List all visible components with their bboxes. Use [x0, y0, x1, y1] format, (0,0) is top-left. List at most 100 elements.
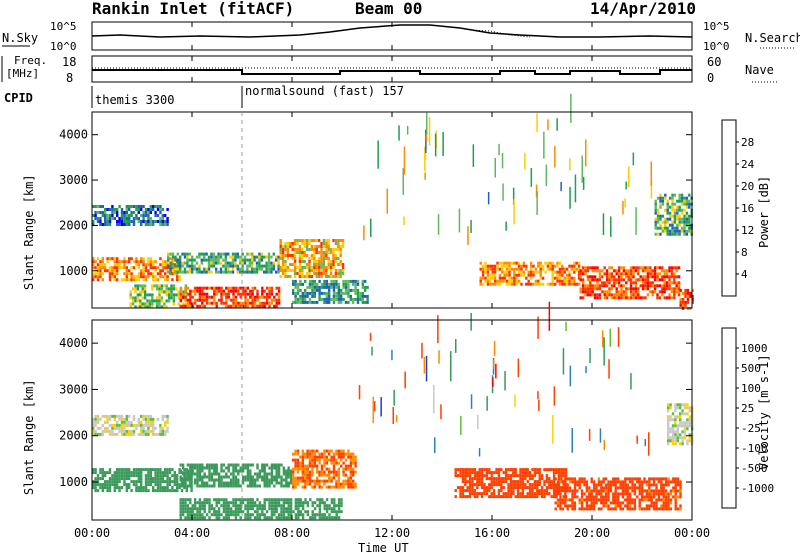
- heatmap-cell: [161, 486, 164, 490]
- heatmap-cell: [533, 468, 537, 472]
- heatmap-cell: [142, 278, 145, 282]
- heatmap-cell: [636, 477, 639, 481]
- heatmap-cell: [342, 297, 345, 301]
- heatmap-cell: [125, 272, 128, 276]
- heatmap-cell: [637, 290, 640, 294]
- heatmap-cell: [118, 220, 121, 223]
- heatmap-cell: [299, 476, 302, 480]
- heatmap-cell: [648, 480, 651, 484]
- heatmap-cell: [653, 287, 657, 291]
- heatmap-cell: [134, 296, 137, 300]
- heatmap-cell: [154, 269, 157, 273]
- heatmap-cell: [667, 498, 670, 502]
- heatmap-cell: [273, 478, 276, 482]
- heatmap-cell: [674, 403, 677, 407]
- heatmap-cell: [210, 478, 214, 482]
- heatmap-cell: [263, 295, 266, 299]
- heatmap-cell: [118, 486, 121, 490]
- heatmap-cell: [671, 433, 675, 437]
- heatmap-streak: [569, 186, 571, 209]
- heatmap-cell: [210, 252, 213, 256]
- heatmap-cell: [570, 279, 574, 283]
- heatmap-cell: [313, 513, 317, 517]
- heatmap-cell: [144, 432, 148, 436]
- heatmap-cell: [658, 290, 662, 294]
- heatmap-cell: [215, 289, 218, 293]
- heatmap-cell: [208, 484, 211, 488]
- heatmap-cell: [500, 477, 503, 481]
- heatmap-cell: [161, 426, 164, 430]
- heatmap-cell: [186, 469, 190, 473]
- heatmap-cell: [261, 469, 264, 473]
- heatmap-cell: [600, 495, 603, 499]
- heatmap-cell: [609, 486, 613, 490]
- heatmap-cell: [488, 486, 491, 490]
- heatmap-cell: [691, 297, 694, 301]
- heatmap-cell: [339, 260, 342, 263]
- heatmap-cell: [344, 458, 348, 462]
- heatmap-cell: [147, 432, 150, 436]
- heatmap-cell: [294, 467, 297, 471]
- heatmap-cell: [144, 266, 148, 270]
- heatmap-cell: [261, 286, 264, 290]
- heatmap-cell: [256, 289, 259, 293]
- heatmap-cell: [234, 252, 237, 256]
- heatmap-cell: [212, 252, 215, 256]
- heatmap-cell: [213, 292, 216, 296]
- heatmap-cell: [354, 482, 357, 486]
- heatmap-cell: [620, 278, 623, 282]
- heatmap-cell: [182, 290, 185, 294]
- heatmap-cell: [603, 290, 606, 294]
- cpid-label: CPID: [4, 91, 33, 105]
- heatmap-cell: [280, 484, 283, 488]
- y-tick-label: 4000: [59, 128, 88, 142]
- heatmap-cell: [270, 475, 274, 479]
- heatmap-cell: [106, 257, 109, 261]
- heatmap-cell: [94, 486, 97, 490]
- heatmap-cell: [169, 264, 172, 268]
- heatmap-cell: [676, 403, 679, 407]
- heatmap-cell: [677, 275, 681, 279]
- heatmap-cell: [273, 507, 276, 511]
- heatmap-cell: [170, 296, 173, 300]
- heatmap-cell: [667, 424, 670, 428]
- heatmap-cell: [625, 287, 628, 291]
- freq-tick-bottom: 8: [66, 71, 73, 85]
- heatmap-cell: [281, 248, 285, 251]
- heatmap-cell: [688, 217, 691, 221]
- heatmap-cell: [164, 272, 167, 276]
- heatmap-cell: [275, 301, 278, 305]
- heatmap-cell: [239, 484, 242, 488]
- heatmap-cell: [612, 495, 615, 499]
- heatmap-cell: [301, 242, 304, 245]
- heatmap-cell: [610, 293, 614, 297]
- heatmap-cell: [140, 426, 143, 430]
- heatmap-cell: [227, 504, 230, 508]
- heatmap-cell: [632, 269, 635, 273]
- heatmap-cell: [176, 258, 179, 262]
- heatmap-cell: [550, 468, 553, 472]
- heatmap-cell: [657, 477, 661, 481]
- heatmap-cell: [651, 272, 654, 276]
- heatmap-cell: [268, 301, 271, 305]
- heatmap-cell: [533, 483, 537, 487]
- heatmap-cell: [626, 501, 629, 505]
- heatmap-cell: [684, 300, 687, 304]
- heatmap-cell: [304, 510, 307, 514]
- heatmap-cell: [580, 480, 584, 484]
- heatmap-cell: [166, 420, 169, 424]
- heatmap-cell: [578, 507, 581, 511]
- heatmap-cell: [184, 304, 187, 308]
- heatmap-cell: [137, 266, 140, 270]
- heatmap-cell: [643, 480, 646, 484]
- heatmap-cell: [580, 477, 584, 481]
- heatmap-cell: [304, 288, 307, 292]
- heatmap-cell: [652, 477, 656, 481]
- heatmap-streak: [538, 399, 540, 411]
- heatmap-cell: [171, 272, 174, 276]
- heatmap-cell: [176, 272, 179, 276]
- heatmap-cell: [179, 267, 182, 271]
- heatmap-cell: [667, 433, 670, 437]
- heatmap-cell: [99, 477, 102, 481]
- heatmap-cell: [294, 498, 298, 502]
